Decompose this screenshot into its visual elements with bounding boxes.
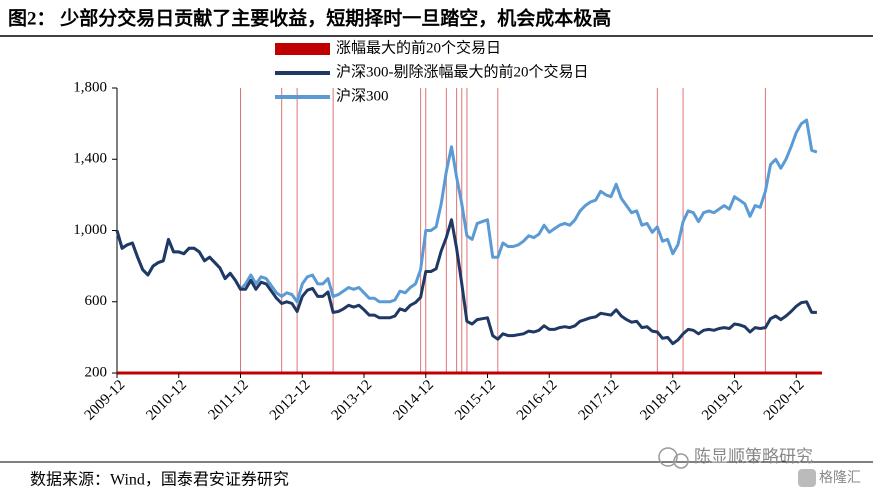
source: 数据来源：Wind，国泰君安证券研究 [30,471,289,489]
x-tick-label: 2012-12 [267,377,314,424]
x-tick-label: 2019-12 [699,377,746,424]
x-tick-label: 2013-12 [329,377,376,424]
x-tick-label: 2015-12 [452,377,499,424]
y-tick-label: 1,000 [73,222,107,238]
chart-title: 图2： 少部分交易日贡献了主要收益，短期择时一旦踏空，机会成本极高 [8,6,611,29]
watermark: 格隆汇 [819,470,861,486]
y-tick-label: 1,400 [73,151,107,167]
watermark: 陈显顺策略研究 [694,447,813,466]
watermark-icon [658,447,816,487]
x-tick-label: 2009-12 [82,377,129,424]
legend-label: 沪深300 [336,87,389,104]
y-tick-label: 200 [85,364,108,380]
x-tick-label: 2016-12 [514,377,561,424]
x-tick-label: 2017-12 [576,377,623,424]
y-tick-label: 1,800 [73,79,107,95]
y-tick-label: 600 [85,293,108,309]
x-tick-label: 2014-12 [390,377,437,424]
legend-label: 涨幅最大的前20个交易日 [336,38,501,56]
x-tick-label: 2018-12 [637,377,684,424]
x-axis-band [117,371,822,375]
x-tick-label: 2010-12 [143,377,190,424]
legend-swatch [275,43,330,55]
x-tick-label: 2020-12 [761,377,808,424]
legend-label: 沪深300-剔除涨幅最大的前20个交易日 [336,62,589,80]
x-tick-label: 2011-12 [205,377,251,423]
series-line [115,218,817,346]
